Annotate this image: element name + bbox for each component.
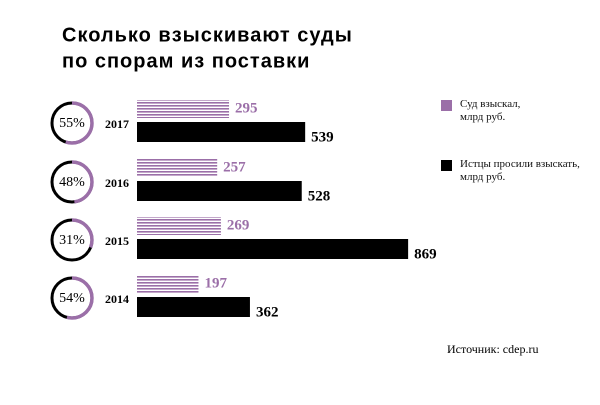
legend-label: Суд взыскал, млрд руб.: [460, 98, 521, 123]
year-label: 2016: [105, 176, 129, 190]
donut-arc: [50, 160, 94, 204]
value-label: 257: [223, 159, 246, 175]
chart-title: Сколько взыскивают суды: [62, 24, 353, 46]
bar: [137, 239, 409, 259]
bar: [137, 100, 230, 118]
year-label: 2017: [105, 117, 129, 131]
bar: [137, 217, 221, 235]
donut-arc: [50, 276, 94, 320]
legend-label: Истцы просили взыскать, млрд руб.: [460, 158, 580, 183]
percent-label: 48%: [59, 175, 85, 190]
value-label: 269: [227, 217, 250, 233]
legend-swatch: [441, 100, 452, 111]
bar: [137, 275, 199, 293]
value-label: 197: [204, 275, 227, 291]
donut-arc: [50, 101, 94, 145]
percent-label: 55%: [59, 116, 85, 131]
value-label: 528: [308, 188, 331, 204]
value-label: 869: [414, 246, 437, 262]
donut-arc: [50, 218, 94, 262]
value-label: 362: [256, 304, 279, 320]
bar: [137, 181, 302, 201]
year-label: 2015: [105, 234, 129, 248]
bar: [137, 297, 250, 317]
value-label: 539: [311, 129, 334, 145]
chart-title: по спорам из поставки: [62, 50, 310, 72]
year-label: 2014: [105, 292, 129, 306]
value-label: 295: [235, 100, 257, 116]
source: Источник: cdep.ru: [447, 342, 538, 356]
bar: [137, 122, 306, 142]
legend-swatch: [441, 160, 452, 171]
percent-label: 54%: [59, 291, 85, 306]
percent-label: 31%: [59, 233, 85, 248]
bar: [137, 159, 218, 177]
